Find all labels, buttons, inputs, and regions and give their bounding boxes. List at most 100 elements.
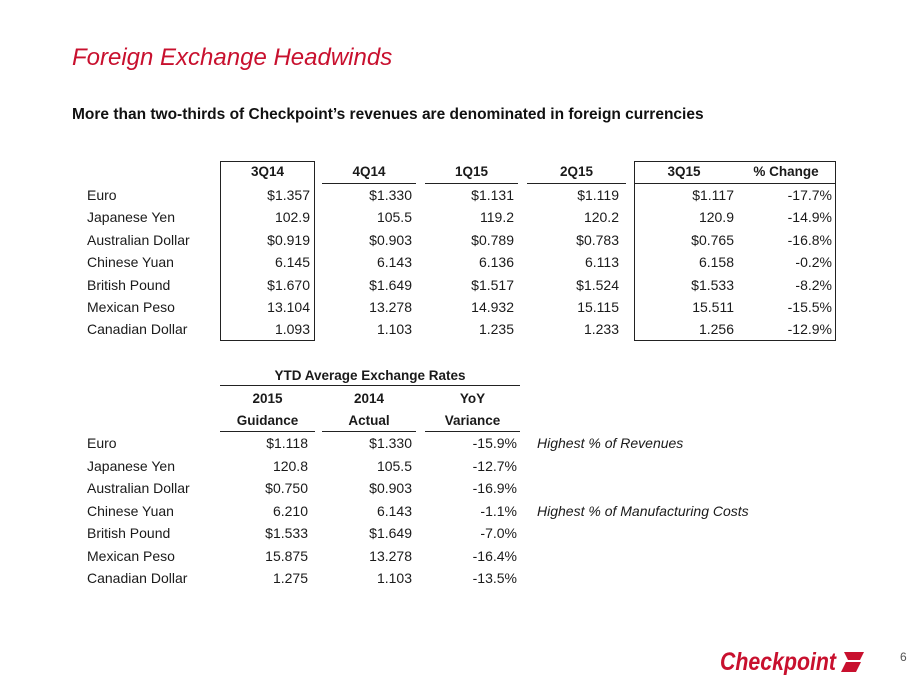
table-cell: 15.875 (265, 547, 308, 564)
table-cell: 13.278 (369, 299, 412, 315)
table-cell: 14.932 (471, 299, 514, 315)
table-cell: $1.330 (369, 187, 412, 203)
row-label: Euro (87, 187, 117, 203)
slide-title: Foreign Exchange Headwinds (72, 44, 393, 71)
table-cell: 1.103 (376, 570, 412, 586)
checkpoint-logo-mark: Checkpoint (720, 648, 864, 676)
table1-header-rule-1q15 (425, 183, 518, 184)
table-cell: 6.143 (376, 502, 412, 519)
table-cell: -1.1% (480, 502, 517, 519)
table-cell: -8.2% (795, 276, 832, 293)
table-row: Australian Dollar $0.750 $0.903 -16.9% (0, 477, 918, 499)
row-label: Japanese Yen (87, 209, 175, 226)
column-header: 4Q14 (352, 164, 386, 179)
table-cell: -13.5% (472, 570, 517, 586)
table-cell: $1.357 (267, 187, 310, 203)
table-cell: 6.113 (585, 254, 619, 271)
table-cell: -0.2% (795, 254, 832, 271)
table1-box-3q15 (634, 161, 836, 341)
table-row: British Pound $1.670 $1.649 $1.517 $1.524 $1.… (0, 274, 918, 296)
table-cell: $1.131 (471, 187, 514, 203)
table-cell: $1.517 (471, 276, 514, 293)
table2-group-rule (220, 385, 520, 386)
table-cell: $1.670 (267, 276, 310, 293)
table-cell: $1.533 (691, 276, 734, 293)
table-cell: 15.115 (577, 299, 619, 315)
table-cell: 6.136 (478, 254, 514, 271)
row-note: Highest % of Manufacturing Costs (537, 502, 749, 519)
table-row: Canadian Dollar 1.093 1.103 1.235 1.233 1.256… (0, 318, 918, 340)
table-cell: $1.117 (692, 187, 734, 203)
row-label: Canadian Dollar (87, 570, 188, 586)
page-number: 6 (900, 650, 907, 664)
table-cell: 1.103 (376, 321, 412, 338)
table-row: Chinese Yuan 6.145 6.143 6.136 6.113 6.158 -0.… (0, 251, 918, 273)
table-cell: $0.919 (267, 231, 310, 248)
row-label: Australian Dollar (87, 231, 190, 248)
column-header: Guidance (236, 413, 299, 428)
table-cell: -17.7% (787, 187, 832, 203)
table-cell: 105.5 (376, 209, 412, 226)
table-cell: $0.903 (369, 231, 412, 248)
table-row: Euro $1.118 $1.330 -15.9% Highest % of Reven… (0, 432, 918, 454)
table2-header-row-1: 2015 2014 YoY (0, 388, 918, 410)
table-cell: 1.233 (583, 321, 619, 338)
table2-header-row-2: Guidance Actual Variance (0, 410, 918, 432)
table2-header-rule (220, 431, 315, 432)
row-label: Euro (87, 435, 117, 451)
table-cell: 1.093 (274, 321, 310, 338)
table-cell: $1.330 (369, 435, 412, 451)
checkpoint-logo: Checkpoint (720, 644, 870, 678)
table-cell: $1.649 (369, 525, 412, 541)
table-cell: -7.0% (480, 525, 517, 541)
slide-subtitle: More than two-thirds of Checkpoint’s rev… (72, 106, 704, 123)
column-header: Variance (444, 413, 501, 428)
row-label: Chinese Yuan (87, 502, 174, 519)
table-cell: $0.783 (576, 231, 619, 248)
table1-top-rule-3q15 (634, 183, 836, 184)
table-cell: 120.9 (698, 209, 734, 226)
table-row: British Pound $1.533 $1.649 -7.0% (0, 522, 918, 544)
table-cell: -16.9% (472, 480, 517, 496)
table-row: Mexican Peso 13.104 13.278 14.932 15.115 15.5… (0, 296, 918, 318)
column-header: % Change (753, 164, 819, 179)
table-row: Chinese Yuan 6.210 6.143 -1.1% Highest % of … (0, 500, 918, 522)
row-note: Highest % of Revenues (537, 435, 684, 451)
table1-header-row: 3Q14 4Q14 1Q15 2Q15 3Q15 % Change (0, 161, 918, 183)
table-cell: $1.533 (265, 525, 308, 541)
table-cell: 13.104 (267, 299, 310, 315)
table-cell: $1.524 (576, 276, 619, 293)
table-cell: -16.4% (472, 547, 517, 564)
column-header: Actual (348, 413, 390, 428)
table-row: Mexican Peso 15.875 13.278 -16.4% (0, 545, 918, 567)
table-cell: 6.143 (376, 254, 412, 271)
logo-wordmark: Checkpoint (720, 648, 837, 676)
table-cell: -15.9% (472, 435, 517, 451)
row-label: Japanese Yen (87, 457, 175, 474)
column-header: YoY (459, 391, 486, 406)
table-cell: $1.119 (577, 187, 619, 203)
table1-header-rule-2q15 (527, 183, 626, 184)
table-cell: $0.765 (691, 231, 734, 248)
table-cell: $1.118 (266, 435, 308, 451)
table-row: Japanese Yen 120.8 105.5 -12.7% (0, 455, 918, 477)
table1-header-rule-4q14 (322, 183, 416, 184)
column-header: 3Q15 (667, 164, 701, 179)
row-label: Mexican Peso (87, 299, 175, 315)
table-row: Australian Dollar $0.919 $0.903 $0.789 $0.78… (0, 229, 918, 251)
table-row: Canadian Dollar 1.275 1.103 -13.5% (0, 567, 918, 589)
row-label: British Pound (87, 525, 171, 541)
row-label: Australian Dollar (87, 480, 190, 496)
table-cell: -15.5% (787, 299, 832, 315)
table-cell: 13.278 (369, 547, 412, 564)
table-cell: $1.649 (369, 276, 412, 293)
column-header: 2014 (353, 391, 385, 406)
column-header: 3Q14 (250, 164, 285, 179)
table-cell: 102.9 (274, 209, 310, 226)
table2-header-rule (322, 431, 416, 432)
row-label: British Pound (87, 276, 171, 293)
table-cell: -14.9% (787, 209, 832, 226)
table2-header-rule (425, 431, 520, 432)
column-header: 1Q15 (454, 164, 489, 179)
table1-box-3q14 (220, 161, 315, 341)
